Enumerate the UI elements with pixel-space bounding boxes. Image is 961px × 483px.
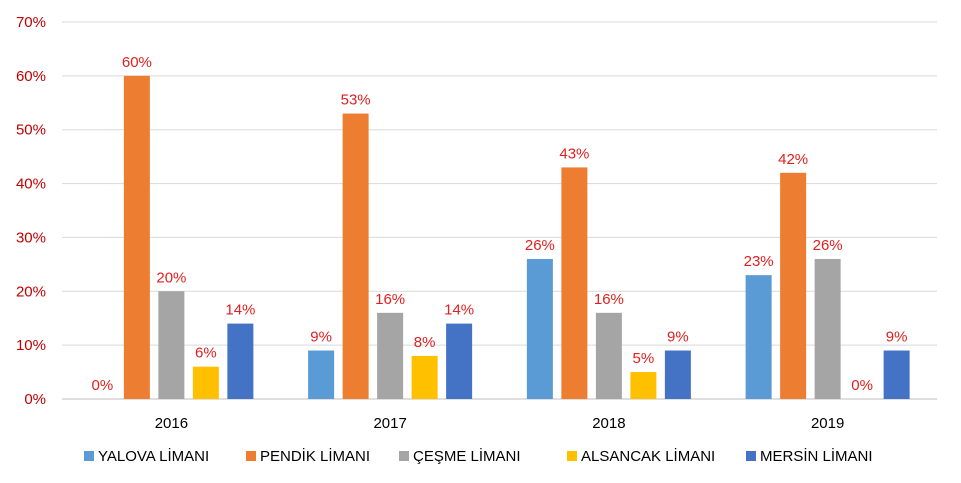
data-label: 43% (559, 145, 589, 162)
bar (883, 350, 910, 399)
bar (411, 355, 438, 399)
y-tick-label: 10% (16, 337, 46, 354)
bar (308, 350, 335, 399)
y-tick-label: 70% (16, 14, 46, 31)
data-label: 0% (851, 377, 873, 394)
bar (745, 275, 772, 399)
bar (377, 312, 404, 399)
legend-swatch (84, 451, 94, 461)
data-label: 42% (778, 151, 808, 168)
bar (595, 312, 622, 399)
x-axis: 2016 2017 2018 2019 (155, 415, 845, 432)
data-label: 8% (414, 334, 436, 351)
bar (123, 75, 150, 399)
legend-swatch (746, 451, 756, 461)
data-label: 60% (122, 54, 152, 71)
bar (630, 372, 657, 399)
x-tick-label: 2019 (811, 415, 844, 432)
legend-entry: PENDİK LİMANI (260, 447, 370, 465)
y-tick-label: 40% (16, 176, 46, 193)
bar (446, 323, 473, 399)
legend-swatch (246, 451, 256, 461)
bar (192, 366, 219, 399)
data-label: 20% (156, 269, 186, 286)
data-label: 6% (195, 345, 217, 362)
data-label: 0% (92, 377, 114, 394)
bar (814, 258, 841, 399)
data-label: 16% (375, 291, 405, 308)
x-tick-label: 2018 (592, 415, 625, 432)
bar-series (123, 75, 910, 400)
bar (780, 172, 807, 399)
legend-swatch (567, 451, 577, 461)
gridlines (62, 21, 937, 400)
data-label: 26% (813, 237, 843, 254)
data-label: 16% (594, 291, 624, 308)
data-label: 14% (444, 302, 474, 319)
legend: YALOVA LİMANI PENDİK LİMANI ÇEŞME LİMANI AL… (84, 447, 873, 465)
bar (561, 167, 588, 399)
y-tick-label: 0% (24, 391, 46, 408)
bar (664, 350, 691, 399)
data-labels: 0% 60% 20% 6% 14% 9% 53% 16% 8% 14% 26% 43% 16% 5% 9% 2… (92, 54, 908, 394)
data-label: 23% (744, 253, 774, 270)
data-label: 53% (341, 92, 371, 109)
y-tick-label: 30% (16, 229, 46, 246)
legend-entry: ALSANCAK LİMANI (581, 447, 715, 465)
data-label: 14% (225, 302, 255, 319)
bar (227, 323, 254, 399)
y-tick-label: 60% (16, 68, 46, 85)
x-tick-label: 2016 (155, 415, 188, 432)
data-label: 9% (310, 329, 332, 346)
data-label: 9% (667, 329, 689, 346)
legend-swatch (399, 451, 409, 461)
y-tick-label: 50% (16, 122, 46, 139)
bar (342, 113, 369, 400)
data-label: 26% (525, 237, 555, 254)
y-axis-tick-labels: 0% 10% 20% 30% 40% 50% 60% 70% (16, 14, 46, 408)
legend-entry: MERSİN LİMANI (760, 447, 873, 465)
data-label: 5% (633, 350, 655, 367)
data-label: 9% (886, 329, 908, 346)
x-tick-label: 2017 (373, 415, 406, 432)
legend-entry: YALOVA LİMANI (98, 447, 209, 465)
bar (526, 258, 553, 399)
legend-entry: ÇEŞME LİMANI (413, 447, 521, 465)
bar (158, 291, 185, 399)
y-tick-label: 20% (16, 283, 46, 300)
